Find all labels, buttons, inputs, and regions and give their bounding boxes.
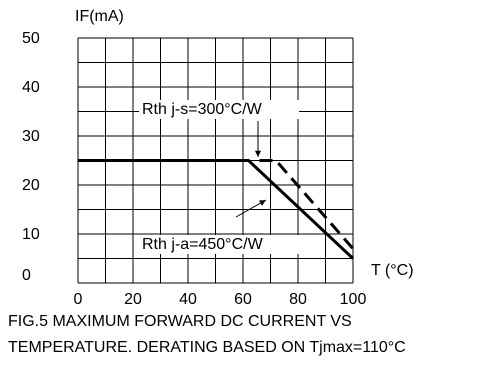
- plot-grid: [77, 37, 354, 284]
- data-series: [78, 159, 355, 260]
- y-tick-label: 50: [22, 30, 40, 47]
- x-tick-label: 100: [340, 291, 367, 308]
- annotations: Rth j-s=300°C/W Rth j-a=450°C/W: [139, 100, 299, 254]
- label-rth-js-bg: [139, 100, 299, 119]
- y-tick-label: 30: [22, 128, 40, 145]
- label-rth-ja: Rth j-a=450°C/W: [142, 236, 264, 253]
- figure-caption-line-2: TEMPERATURE. DERATING BASED ON Tjmax=110…: [8, 339, 406, 356]
- x-tick-label: 60: [234, 291, 252, 308]
- x-tick-label: 40: [179, 291, 197, 308]
- y-tick-label: 10: [22, 226, 40, 243]
- y-tick-label: 40: [22, 79, 40, 96]
- figure-caption-line-1: FIG.5 MAXIMUM FORWARD DC CURRENT VS: [8, 313, 352, 330]
- series-line-dashed: [259, 159, 355, 250]
- x-tick-label: 80: [289, 291, 307, 308]
- x-tick-label: 0: [74, 291, 83, 308]
- x-axis-label: T (°C): [371, 262, 414, 279]
- arrow-to-solid-series-head: [259, 200, 266, 206]
- series-line-solid: [78, 159, 355, 260]
- label-rth-js: Rth j-s=300°C/W: [142, 101, 263, 118]
- arrow-to-dashed-series-head: [254, 150, 262, 157]
- y-tick-label: 20: [22, 177, 40, 194]
- tick-labels: 0 20 40 60 80 100 0 10 20 30 40 50: [22, 30, 366, 308]
- label-rth-ja-bg: [139, 235, 299, 254]
- x-tick-label: 20: [124, 291, 142, 308]
- y-tick-label: 0: [22, 267, 31, 284]
- y-axis-label: IF(mA): [75, 8, 124, 25]
